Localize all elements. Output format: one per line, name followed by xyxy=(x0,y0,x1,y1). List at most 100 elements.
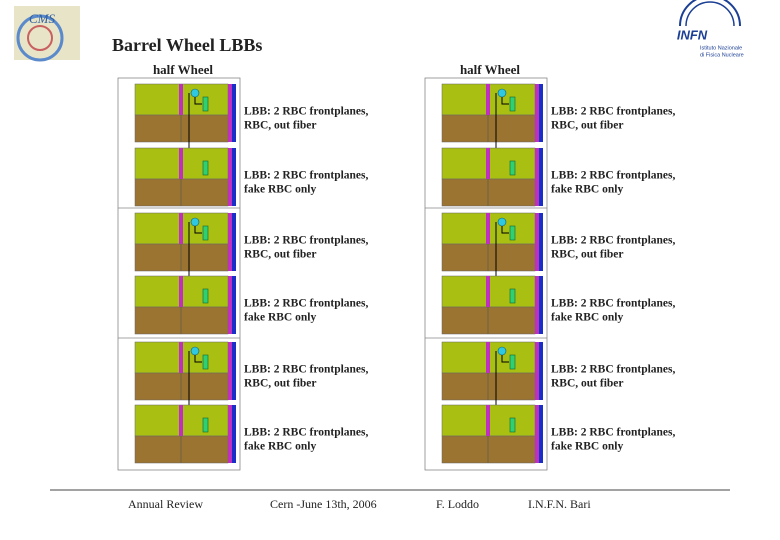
module-bottom xyxy=(134,243,229,272)
frontplane-bar xyxy=(228,342,232,400)
link xyxy=(194,226,202,234)
fiber-bar xyxy=(539,342,543,400)
module-bottom xyxy=(441,178,536,207)
row-label: LBB: 2 RBC frontplanes, xyxy=(244,170,369,182)
fiber-bar xyxy=(539,213,543,271)
link xyxy=(501,355,509,363)
module-bottom xyxy=(134,178,229,207)
rbc-bracket xyxy=(202,354,209,370)
cms-logo: CMS xyxy=(14,6,80,62)
module-bottom xyxy=(134,435,229,464)
frontplane-bar xyxy=(179,84,183,115)
frontplane-bar xyxy=(228,276,232,334)
lbb-node xyxy=(497,88,507,98)
column-header: half Wheel xyxy=(153,62,213,77)
logo-subtitle: Istituto Nazionale xyxy=(700,45,742,51)
row-label: LBB: 2 RBC frontplanes, xyxy=(244,298,369,310)
frontplane-bar xyxy=(179,148,183,179)
row-label: LBB: 2 RBC frontplanes, xyxy=(551,427,676,439)
module-bottom xyxy=(441,114,536,143)
lbb-node xyxy=(497,217,507,227)
rbc-bracket xyxy=(202,160,209,176)
module-bottom xyxy=(441,372,536,401)
frontplane-bar xyxy=(535,342,539,400)
row-label: fake RBC only xyxy=(244,312,316,324)
logo-ring xyxy=(16,14,64,62)
row-label: fake RBC only xyxy=(244,184,316,196)
slide-title: Barrel Wheel LBBs xyxy=(112,35,262,55)
row-label: LBB: 2 RBC frontplanes, xyxy=(551,106,676,118)
link xyxy=(194,97,202,105)
rbc-bracket xyxy=(202,288,209,304)
row-label: LBB: 2 RBC frontplanes, xyxy=(244,106,369,118)
row-label: LBB: 2 RBC frontplanes, xyxy=(244,235,369,247)
columns: half Wheel LBB: 2 RBC frontplanes, RBC, ou… xyxy=(117,62,676,471)
frontplane-bar xyxy=(179,342,183,373)
frontplane-bar xyxy=(535,148,539,206)
fiber-bar xyxy=(232,276,236,334)
fiber-bar xyxy=(539,84,543,142)
row-label: LBB: 2 RBC frontplanes, xyxy=(551,235,676,247)
row-label: fake RBC only xyxy=(551,184,623,196)
row-label: fake RBC only xyxy=(244,441,316,453)
module-bottom xyxy=(441,435,536,464)
frontplane-bar xyxy=(486,213,490,244)
lbb-node xyxy=(190,346,200,356)
logo-text: CMS xyxy=(29,11,56,26)
lbb-node xyxy=(497,346,507,356)
frontplane-bar xyxy=(535,84,539,142)
row-label: LBB: 2 RBC frontplanes, xyxy=(551,298,676,310)
footer-text: F. Loddo xyxy=(436,497,479,511)
module-bottom xyxy=(441,243,536,272)
fiber-bar xyxy=(232,148,236,206)
lbb-node xyxy=(190,217,200,227)
frontplane-bar xyxy=(535,213,539,271)
rbc-bracket xyxy=(202,417,209,433)
rbc-bracket xyxy=(509,96,516,112)
module-bottom xyxy=(134,114,229,143)
footer: Annual Review Cern -June 13th, 2006 F. Lod… xyxy=(128,497,591,511)
link xyxy=(501,97,509,105)
logo-subtitle: di Fisica Nucleare xyxy=(700,52,744,58)
fiber-bar xyxy=(232,342,236,400)
fiber-bar xyxy=(232,84,236,142)
row-label: LBB: 2 RBC frontplanes, xyxy=(244,427,369,439)
rbc-bracket xyxy=(509,288,516,304)
frontplane-bar xyxy=(179,405,183,436)
row-label: LBB: 2 RBC frontplanes, xyxy=(551,170,676,182)
frontplane-bar xyxy=(228,148,232,206)
column: half Wheel LBB: 2 RBC frontplanes, RBC, ou… xyxy=(117,62,369,471)
frontplane-bar xyxy=(486,276,490,307)
row-label: RBC, out fiber xyxy=(244,249,317,261)
row-label: RBC, out fiber xyxy=(551,120,624,132)
rbc-bracket xyxy=(509,354,516,370)
frontplane-bar xyxy=(179,213,183,244)
row-label: RBC, out fiber xyxy=(244,378,317,390)
logo-arc xyxy=(679,0,741,27)
row-label: LBB: 2 RBC frontplanes, xyxy=(244,364,369,376)
footer-text: Annual Review xyxy=(128,497,203,511)
rbc-bracket xyxy=(202,225,209,241)
rbc-bracket xyxy=(509,160,516,176)
row-label: fake RBC only xyxy=(551,441,623,453)
frontplane-bar xyxy=(535,405,539,463)
rbc-bracket xyxy=(202,96,209,112)
fiber-bar xyxy=(539,276,543,334)
footer-text: Cern -June 13th, 2006 xyxy=(270,497,377,511)
fiber-bar xyxy=(232,405,236,463)
frontplane-bar xyxy=(486,148,490,179)
column: half Wheel LBB: 2 RBC frontplanes, RBC, ou… xyxy=(424,62,676,471)
row-label: RBC, out fiber xyxy=(551,378,624,390)
lbb-node xyxy=(190,88,200,98)
link xyxy=(194,355,202,363)
logo-bg xyxy=(14,6,80,60)
frontplane-bar xyxy=(486,84,490,115)
frontplane-bar xyxy=(228,213,232,271)
logo-text: INFN xyxy=(677,27,708,42)
frontplane-bar xyxy=(486,405,490,436)
column-frame xyxy=(424,77,548,471)
frontplane-bar xyxy=(228,405,232,463)
row-label: RBC, out fiber xyxy=(551,249,624,261)
column-frame xyxy=(117,77,241,471)
frontplane-bar xyxy=(535,276,539,334)
